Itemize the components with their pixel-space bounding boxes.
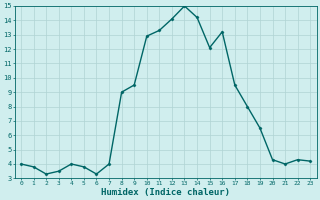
X-axis label: Humidex (Indice chaleur): Humidex (Indice chaleur) — [101, 188, 230, 197]
